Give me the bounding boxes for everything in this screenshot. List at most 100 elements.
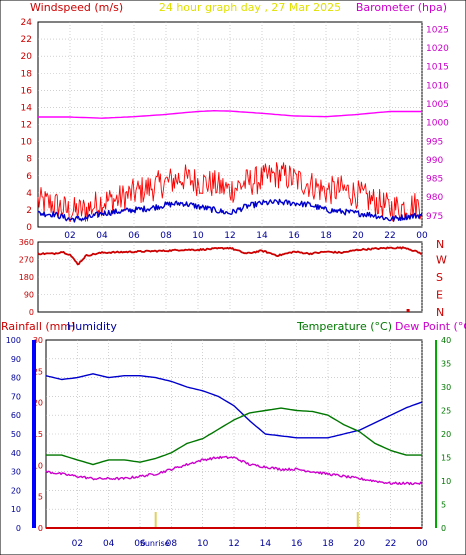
humidity-tick-label: 60	[11, 411, 21, 420]
temperature-line	[46, 407, 422, 466]
x-tick-label: 02	[64, 231, 75, 241]
x-tick-label: 14	[260, 539, 272, 549]
compass-label: E	[436, 289, 443, 302]
x-tick-label: 20	[352, 231, 364, 241]
direction-line	[37, 246, 423, 266]
humidity-tick-label: 30	[11, 468, 21, 477]
x-tick-label: 22	[384, 231, 395, 241]
x-tick-label: 04	[103, 539, 115, 549]
humidity-tick-label: 100	[6, 336, 21, 345]
direction-tick-label: 360	[19, 238, 34, 247]
direction-tick-label: 270	[19, 256, 34, 265]
x-tick-label: 10	[192, 231, 204, 241]
humidity-tick-label: 40	[11, 449, 21, 458]
humidity-tick-label: 80	[11, 374, 21, 383]
humidity-axis-title: Humidity	[67, 320, 117, 333]
compass-label: W	[436, 254, 447, 267]
x-tick-label: 04	[96, 231, 108, 241]
sunrise-label: Sunrise	[140, 539, 170, 548]
compass-label: N	[436, 306, 444, 319]
windspeed-tick-label: 8	[26, 155, 32, 165]
humidity-tick-label: 70	[11, 392, 21, 401]
barometer-tick-label: 1025	[426, 25, 449, 35]
barometer-tick-label: 975	[426, 212, 443, 222]
x-tick-label: 16	[291, 539, 303, 549]
windspeed-tick-label: 18	[21, 69, 33, 79]
humidity-tick-label: 10	[11, 505, 21, 514]
humidity-axis-bar	[32, 340, 36, 528]
dewpoint-line	[45, 455, 423, 486]
x-tick-label: 10	[197, 539, 209, 549]
x-tick-label: 16	[288, 231, 300, 241]
windspeed-tick-label: 16	[21, 86, 33, 96]
x-tick-label: 06	[134, 539, 146, 549]
x-tick-label: 08	[160, 231, 172, 241]
compass-label: N	[436, 238, 444, 251]
barometer-tick-label: 990	[426, 156, 443, 166]
temperature-axis-title: Temperature (°C)	[296, 320, 392, 333]
temperature-tick-label: 35	[441, 360, 451, 369]
windspeed-tick-label: 6	[26, 172, 32, 182]
rainfall-tick-label: 10	[33, 461, 43, 470]
temperature-tick-label: 0	[441, 524, 446, 533]
windspeed-tick-label: 2	[26, 206, 32, 216]
barometer-tick-label: 995	[426, 137, 443, 147]
temperature-tick-label: 10	[441, 477, 451, 486]
barometer-tick-label: 1015	[426, 63, 449, 73]
rainfall-tick-label: 25	[33, 367, 43, 376]
windspeed-tick-label: 24	[21, 18, 33, 28]
barometer-tick-label: 980	[426, 193, 443, 203]
direction-tick-label: 0	[29, 308, 34, 317]
windspeed-tick-label: 0	[26, 223, 32, 233]
barometer-tick-label: 1010	[426, 81, 449, 91]
rainfall-axis-title: Rainfall (mm)	[1, 320, 75, 333]
barometer-tick-label: 1005	[426, 100, 449, 110]
windspeed-tick-label: 12	[21, 121, 32, 131]
temperature-tick-label: 5	[441, 501, 446, 510]
windspeed-tick-label: 20	[21, 52, 33, 62]
humidity-tick-label: 0	[16, 524, 21, 533]
humidity-tick-label: 50	[11, 430, 21, 439]
windspeed-tick-label: 4	[26, 189, 32, 199]
windaverage-line	[37, 198, 423, 223]
compass-label: S	[436, 271, 443, 284]
humidity-tick-label: 90	[11, 355, 21, 364]
x-tick-label: 20	[354, 539, 366, 549]
x-tick-label: 06	[128, 231, 140, 241]
graph-title: 24 hour graph day , 27 Mar 2025	[159, 1, 341, 14]
temperature-tick-label: 20	[441, 430, 451, 439]
x-tick-label: 18	[320, 231, 332, 241]
rainfall-tick-label: 0	[38, 524, 43, 533]
windspeed-axis-title: Windspeed (m/s)	[30, 1, 123, 14]
humidity-tick-label: 20	[11, 486, 21, 495]
windspeed-tick-label: 10	[21, 138, 33, 148]
dewpoint-axis-title: Dew Point (°C)	[395, 320, 466, 333]
temperature-humidity-panel: 0 10 20 30 40 50 60 70 80 90 100 0 5 10 15 20 25 30 0 5 10…	[6, 336, 451, 549]
x-tick-label: 22	[385, 539, 396, 549]
barometer-axis-title: Barometer (hpa)	[356, 1, 447, 14]
direction-tick-label: 90	[24, 291, 34, 300]
humidity-line	[45, 373, 423, 439]
barometer-tick-label: 1020	[426, 44, 449, 54]
barometer-tick-label: 1000	[426, 119, 449, 129]
x-tick-label: 02	[72, 539, 83, 549]
x-tick-label: 08	[166, 539, 178, 549]
barometer-line	[38, 110, 422, 119]
windspeed-line	[37, 162, 423, 223]
windspeed-tick-label: 22	[21, 35, 32, 45]
temperature-tick-label: 25	[441, 407, 451, 416]
windspeed-tick-label: 14	[21, 103, 33, 113]
temperature-tick-label: 15	[441, 454, 451, 463]
temperature-tick-label: 30	[441, 383, 451, 392]
direction-tick-label: 180	[19, 273, 34, 282]
rainfall-tick-label: 15	[33, 430, 43, 439]
x-tick-label: 18	[322, 539, 334, 549]
rainfall-tick-label: 5	[38, 493, 43, 502]
x-tick-label: 00	[416, 231, 428, 241]
x-tick-label: 12	[224, 231, 235, 241]
direction-point	[406, 309, 410, 312]
